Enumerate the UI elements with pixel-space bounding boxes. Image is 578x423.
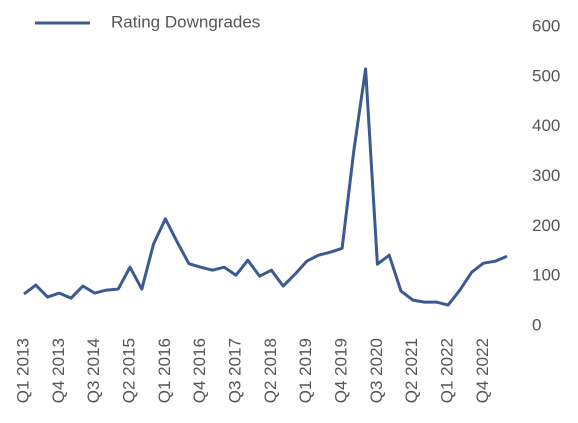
x-tick-label: Q1 2019 (296, 338, 315, 403)
x-tick-label: Q4 2016 (190, 338, 209, 403)
x-tick-label: Q3 2017 (226, 338, 245, 403)
x-tick-label: Q3 2020 (367, 338, 386, 403)
x-tick-label: Q4 2013 (49, 338, 68, 403)
x-tick-label: Q3 2014 (84, 338, 103, 403)
x-tick-label: Q1 2016 (155, 338, 174, 403)
y-tick-label: 500 (532, 66, 560, 85)
x-tick-label: Q4 2019 (332, 338, 351, 403)
y-tick-label: 100 (532, 266, 560, 285)
x-tick-label: Q1 2013 (13, 338, 32, 403)
x-tick-label: Q1 2022 (438, 338, 457, 403)
x-tick-label: Q2 2018 (261, 338, 280, 403)
legend-label: Rating Downgrades (111, 12, 260, 31)
y-tick-label: 600 (532, 16, 560, 35)
series-line (23, 67, 508, 307)
y-tick-label: 300 (532, 166, 560, 185)
x-tick-label: Q2 2015 (120, 338, 139, 403)
y-tick-label: 0 (532, 315, 541, 334)
y-tick-label: 200 (532, 216, 560, 235)
y-tick-label: 400 (532, 116, 560, 135)
x-tick-label: Q2 2021 (402, 338, 421, 403)
x-tick-label: Q4 2022 (473, 338, 492, 403)
